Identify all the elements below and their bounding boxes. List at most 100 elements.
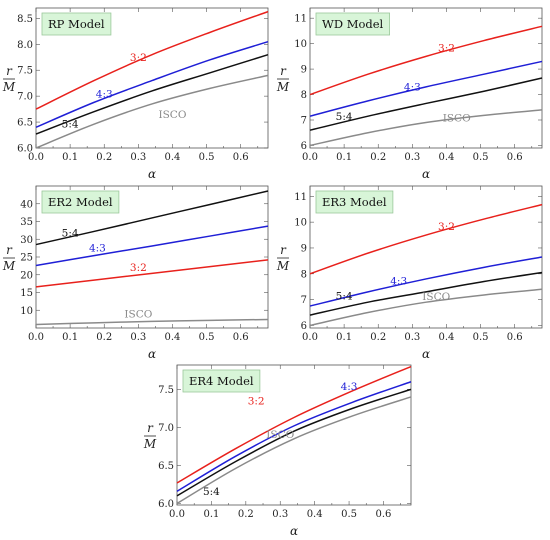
x-axis-label: α [422,347,430,361]
x-tick-label: 0.1 [62,152,78,163]
y-tick-label: 15 [20,288,33,299]
x-tick-label: 0.2 [96,152,112,163]
y-tick-label: 25 [20,253,33,264]
y-axis-label-numerator: r [147,421,154,435]
y-axis-label-denominator: M [2,259,16,273]
series-label: 3:2 [438,221,455,233]
y-tick-label: 35 [20,217,33,228]
series-label: 3:2 [438,42,455,54]
series-line-4-3 [309,60,543,117]
x-tick-label: 0.1 [62,332,78,343]
y-tick-label: 7.5 [158,385,174,396]
x-tick-label: 0.5 [473,152,489,163]
series-line-5-4 [35,190,269,246]
x-tick-label: 0.0 [302,332,318,343]
chart-panel-3: 0.0 0.1 0.2 0.3 0.4 0.5 0.6 10 15 20 25 30 35 40 α rM 3:… [2,185,269,361]
y-tick-label: 11 [294,14,307,25]
chart-title-box [41,190,120,214]
series-line-4-3 [35,40,269,128]
x-tick-label: 0.5 [199,152,215,163]
y-tick-label: 6.5 [158,461,174,472]
y-axis-label-denominator: M [143,437,157,451]
y-tick-label: 8 [301,90,307,101]
x-tick-label: 0.1 [336,152,352,163]
series-label: 5:4 [62,118,79,130]
x-tick-label: 0.6 [507,332,523,343]
chart-title: ER4 Model [189,374,254,388]
y-tick-label: 8 [301,269,307,280]
x-tick-label: 0.4 [439,332,455,343]
y-axis-label-numerator: r [280,64,287,78]
x-tick-label: 0.0 [28,332,44,343]
series-label: 5:4 [336,291,353,303]
x-tick-label: 0.5 [199,332,215,343]
series-label: 3:2 [248,396,265,408]
series-line-3-2 [35,259,269,288]
series-line-4-3 [35,225,269,267]
y-tick-label: 8.0 [17,40,33,51]
y-tick-label: 9 [301,65,307,76]
y-tick-label: 7.0 [17,92,33,103]
y-axis-label-denominator: M [2,80,16,94]
y-tick-label: 8.5 [17,14,33,25]
y-tick-label: 10 [294,218,307,229]
series-line-4-3 [176,381,412,492]
x-tick-label: 0.4 [439,152,455,163]
y-axis-label-denominator: M [276,80,290,94]
x-tick-label: 0.3 [130,332,146,343]
y-tick-label: 6 [301,321,307,332]
x-tick-label: 0.3 [130,152,146,163]
series-line-3-2 [35,10,269,110]
series-line-3-2 [176,365,412,484]
y-tick-label: 10 [20,306,33,317]
series-label: 5:4 [336,111,353,123]
y-tick-label: 6.5 [17,118,33,129]
x-tick-label: 0.6 [507,152,523,163]
x-tick-label: 0.4 [165,332,181,343]
chart-panel-1: 0.0 0.1 0.2 0.3 0.4 0.5 0.6 6.0 6.5 7.0 7.5 8.0 8.5 α… [2,7,269,181]
series-line-4-3 [309,256,543,307]
chart-title-box [315,190,394,214]
y-tick-label: 7.0 [158,423,174,434]
series-label: 4:3 [96,89,113,101]
x-tick-label: 0.6 [233,332,249,343]
x-tick-label: 0.2 [370,152,386,163]
y-tick-label: 10 [294,39,307,50]
series-line-isco [35,74,269,149]
x-tick-label: 0.2 [370,332,386,343]
y-tick-label: 11 [294,192,307,203]
x-tick-label: 0.4 [165,152,181,163]
series-label: ISCO [443,112,471,124]
series-line-3-2 [309,25,543,96]
y-tick-label: 9 [301,243,307,254]
series-label: ISCO [158,109,186,121]
y-tick-label: 7.5 [17,66,33,77]
series-line-isco [176,396,412,505]
chart-panel-5: 0.0 0.1 0.2 0.3 0.4 0.5 0.6 6.0 6.5 7.0 7.5 α rM 3:2 4… [143,364,412,538]
y-axis-label-numerator: r [6,243,13,257]
y-tick-label: 6.0 [17,144,33,155]
x-tick-label: 0.6 [376,509,392,520]
x-tick-label: 0.5 [341,509,357,520]
y-tick-label: 20 [20,270,33,281]
series-label: ISCO [266,429,294,441]
series-label: 4:3 [341,381,358,393]
y-axis-label-numerator: r [280,243,287,257]
series-label: ISCO [124,309,152,321]
x-tick-label: 0.2 [238,509,254,520]
series-line-5-4 [309,271,543,316]
series-line-isco [309,109,543,147]
series-label: 3:2 [130,52,147,64]
x-tick-label: 0.0 [169,509,185,520]
y-axis-label-numerator: r [6,64,13,78]
series-line-isco [309,288,543,327]
y-tick-label: 7 [301,295,307,306]
x-tick-label: 0.0 [28,152,44,163]
x-tick-label: 0.4 [307,509,323,520]
chart-panel-2: 0.0 0.1 0.2 0.3 0.4 0.5 0.6 6 7 8 9 10 11 α rM 3:2 4:3 5:… [276,7,543,181]
x-tick-label: 0.2 [96,332,112,343]
chart-title-box [182,369,261,393]
series-label: 4:3 [404,82,421,94]
series-line-5-4 [176,388,412,497]
x-axis-label: α [148,347,156,361]
